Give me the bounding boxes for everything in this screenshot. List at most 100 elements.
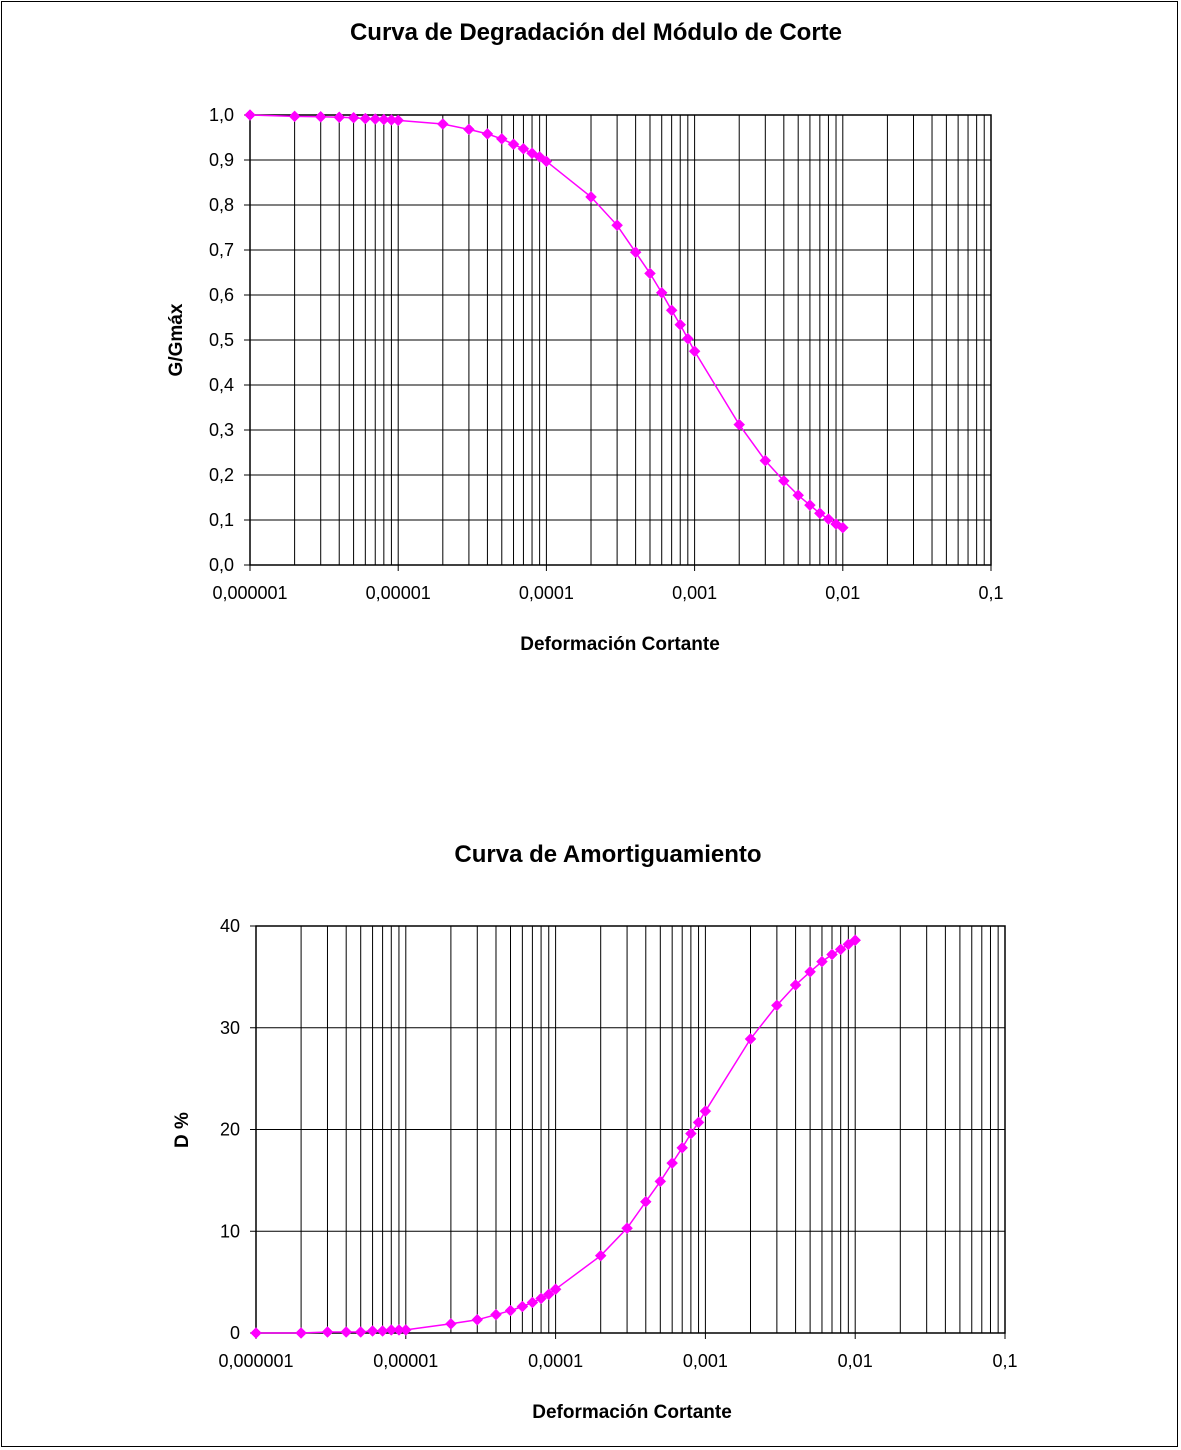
data-point: [333, 111, 346, 124]
data-point: [250, 1327, 262, 1339]
data-point: [771, 999, 783, 1012]
x-tick-label: 0,0001: [528, 1351, 583, 1371]
data-point: [674, 318, 687, 331]
data-point: [321, 1326, 334, 1338]
data-point: [366, 1325, 379, 1337]
data-point: [822, 513, 835, 525]
y-tick-label: 0,9: [209, 150, 234, 170]
data-point: [399, 1324, 412, 1336]
y-tick-label: 20: [220, 1120, 240, 1140]
x-axis-label: Deformación Cortante: [532, 1402, 732, 1423]
data-point: [692, 1116, 705, 1129]
data-point: [804, 965, 816, 978]
x-tick-label: 0,1: [978, 583, 1003, 603]
data-point: [369, 113, 382, 125]
data-point: [639, 1195, 652, 1208]
data-point: [490, 1308, 502, 1321]
x-tick-label: 0,1: [992, 1351, 1017, 1371]
y-tick-label: 40: [220, 916, 240, 936]
chart-title: Curva de Degradación del Módulo de Corte: [350, 19, 842, 46]
y-tick-label: 0,8: [209, 195, 234, 215]
data-point: [744, 1033, 757, 1045]
y-tick-label: 0,3: [209, 420, 234, 440]
y-tick-label: 30: [220, 1018, 240, 1038]
data-point: [495, 132, 508, 145]
y-tick-label: 0,2: [209, 465, 234, 485]
data-point: [376, 1325, 389, 1337]
y-tick-label: 0,4: [209, 375, 234, 395]
data-point: [792, 489, 805, 502]
data-point: [665, 304, 678, 317]
y-tick-label: 0: [230, 1323, 240, 1343]
y-tick-label: 0,5: [209, 330, 234, 350]
x-tick-label: 0,001: [672, 583, 717, 603]
data-point: [377, 113, 390, 126]
data-point: [834, 943, 847, 956]
data-point: [340, 1326, 353, 1338]
data-point: [655, 286, 668, 299]
data-point: [288, 110, 301, 123]
data-point: [481, 128, 494, 140]
data-point: [816, 955, 828, 968]
data-point: [789, 979, 802, 991]
data-point: [621, 1222, 633, 1235]
data-point: [354, 1326, 367, 1338]
data-point: [436, 118, 449, 130]
y-axis-label: G/Gmáx: [166, 303, 187, 376]
data-point: [629, 246, 642, 259]
data-point: [463, 123, 475, 136]
data-point: [507, 138, 520, 151]
plot-area-border: [249, 114, 992, 566]
x-tick-label: 0,00001: [366, 583, 431, 603]
x-axis-label: Deformación Cortante: [520, 634, 720, 655]
x-tick-label: 0,000001: [218, 1351, 293, 1371]
x-tick-label: 0,0001: [519, 583, 574, 603]
data-point: [836, 521, 849, 534]
data-point: [594, 1249, 607, 1262]
y-tick-label: 0,0: [209, 555, 234, 575]
data-point: [699, 1105, 712, 1118]
data-point: [535, 1292, 547, 1305]
x-tick-label: 0,01: [838, 1351, 873, 1371]
data-point: [314, 110, 327, 123]
data-point: [471, 1313, 484, 1326]
data-point: [295, 1327, 307, 1339]
data-point: [804, 499, 816, 512]
data-point: [504, 1304, 517, 1317]
data-point: [585, 191, 597, 203]
data-point: [654, 1175, 667, 1188]
y-axis-label: D %: [172, 1112, 193, 1148]
data-point: [849, 934, 862, 947]
chart-shear-modulus: Curva de Degradación del Módulo de Corte…: [166, 19, 1004, 655]
data-point: [540, 155, 553, 168]
data-point: [688, 345, 701, 358]
data-point: [666, 1157, 679, 1169]
data-point: [759, 454, 772, 467]
data-point: [516, 1300, 529, 1313]
x-tick-label: 0,00001: [373, 1351, 438, 1371]
data-point: [777, 474, 790, 487]
data-point: [445, 1317, 457, 1330]
data-point: [517, 142, 530, 155]
y-tick-label: 0,6: [209, 285, 234, 305]
data-point: [733, 418, 746, 431]
data-point: [685, 1127, 697, 1140]
y-tick-label: 1,0: [209, 105, 234, 125]
chart-damping: Curva de Amortiguamiento Deformación Cor…: [172, 841, 1018, 1423]
data-point: [676, 1141, 689, 1154]
data-point: [347, 111, 360, 124]
data-point: [826, 948, 838, 961]
data-point: [359, 112, 372, 125]
chart-title: Curva de Amortiguamiento: [454, 841, 761, 868]
data-point: [549, 1283, 562, 1296]
x-tick-label: 0,000001: [212, 583, 287, 603]
y-tick-label: 0,1: [209, 510, 234, 530]
data-point: [813, 507, 826, 520]
data-point: [526, 1296, 539, 1309]
data-point: [392, 114, 405, 127]
y-tick-label: 10: [220, 1221, 240, 1241]
y-tick-label: 0,7: [209, 240, 234, 260]
x-tick-label: 0,01: [825, 583, 860, 603]
